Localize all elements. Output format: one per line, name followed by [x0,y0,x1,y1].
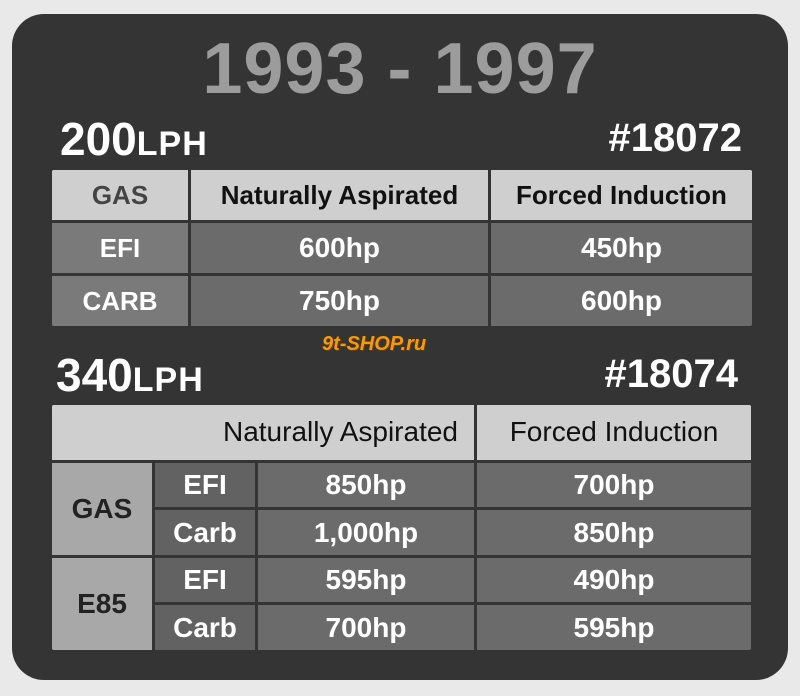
flow-unit: LPH [132,361,204,399]
cell: 1,000hp [258,510,474,555]
row: GAS EFI 850hp 700hp [52,462,751,555]
row: Carb 1,000hp 850hp [52,510,751,555]
row: Carb 700hp 595hp [52,605,751,650]
header-cell: Forced Induction [477,405,751,460]
row-label: EFI [52,223,188,273]
header-cell: GAS [52,170,188,220]
row-label: EFI [155,557,255,603]
header-row: GAS Naturally Aspirated Forced Induction [52,170,752,220]
cell: 595hp [258,557,474,603]
flow-number: 200 [60,113,137,165]
row-label: Carb [155,605,255,650]
row-label: Carb [155,510,255,555]
header-cell: Forced Induction [491,170,752,220]
cell: 850hp [258,462,474,508]
row-label: EFI [155,462,255,508]
cell: 700hp [258,605,474,650]
header-cell: Naturally Aspirated [52,405,474,460]
row: EFI 600hp 450hp [52,223,752,273]
part-number: #18074 [604,352,738,396]
table-340: Naturally Aspirated Forced Induction GAS… [49,402,754,653]
cell: 850hp [477,510,751,555]
header-cell: Naturally Aspirated [191,170,488,220]
fuel-label: GAS [52,462,152,555]
cell: 595hp [477,605,751,650]
row: CARB 750hp 600hp [52,276,752,326]
cell: 450hp [491,223,752,273]
row-label: CARB [52,276,188,326]
title: 1993 - 1997 [202,29,598,109]
cell: 750hp [191,276,488,326]
cell: 600hp [191,223,488,273]
flow-rate: 200LPH [60,112,208,166]
cell: 700hp [477,462,751,508]
row: E85 EFI 595hp 490hp [52,557,751,650]
watermark: 9t-SHOP.ru [322,333,427,355]
flow-unit: LPH [136,125,208,163]
table-200: GAS Naturally Aspirated Forced Induction… [49,167,755,329]
cell: 490hp [477,557,751,603]
part-number: #18072 [608,116,742,160]
flow-number: 340 [56,349,133,401]
flow-rate: 340LPH [56,348,204,402]
fuel-label: E85 [52,557,152,650]
header-row: Naturally Aspirated Forced Induction [52,405,751,460]
cell: 600hp [491,276,752,326]
